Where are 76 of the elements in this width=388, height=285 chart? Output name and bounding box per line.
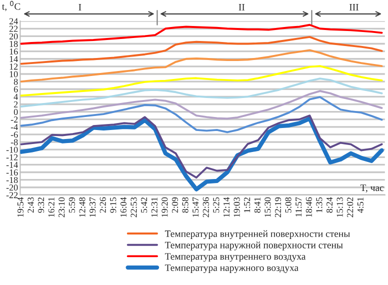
y-tick-label: -16 xyxy=(6,169,18,176)
x-tick-label: 16:04 xyxy=(120,197,127,217)
line-series xyxy=(20,116,384,192)
x-tick-label: 9:15 xyxy=(110,197,116,213)
x-tick-label: 23:10 xyxy=(58,197,65,218)
line-series xyxy=(20,24,383,45)
line-series xyxy=(20,49,383,83)
x-tick-label: 22:19 xyxy=(274,197,282,218)
y-tick-label: 16 xyxy=(10,48,18,55)
y-tick-label: 18 xyxy=(10,40,18,47)
y-tick-label: 2 xyxy=(14,101,18,108)
x-tick-label: 2:09 xyxy=(172,197,178,213)
y-tick-label: 4 xyxy=(14,94,18,100)
x-tick-label: 8:24 xyxy=(326,197,333,213)
x-tick-label: 11:57 xyxy=(296,197,302,216)
y-tick-label: -8 xyxy=(10,139,18,146)
x-tick-label: 19:37 xyxy=(90,197,96,217)
y-tick-label: 6 xyxy=(14,86,18,92)
x-tick-label: 12:14 xyxy=(223,197,230,217)
x-tick-label: 15:13 xyxy=(336,197,343,217)
x-tick-label: 22:53 xyxy=(130,197,137,218)
text: I xyxy=(78,4,82,10)
x-tick-label: 5:25 xyxy=(213,197,220,213)
x-tick-label: 15:30 xyxy=(264,197,271,217)
x-tick-label: 19:20 xyxy=(162,197,168,217)
x-tick-label: 4:51 xyxy=(357,198,364,213)
y-tick-label: 12 xyxy=(10,64,18,70)
x-tick-label: 19:03 xyxy=(234,197,240,217)
y-tick-label: -22 xyxy=(6,192,18,198)
y-axis-title: t, $^{0}$C xyxy=(2,0,20,12)
line-series xyxy=(20,90,383,120)
line-series xyxy=(20,114,383,179)
x-tick-label: 5:08 xyxy=(285,197,292,213)
x-axis-title: T, час xyxy=(360,184,384,192)
x-tick-label: 1:35 xyxy=(316,197,322,212)
legend-label: Температура наружной поверхности стены xyxy=(164,242,343,250)
x-tick-label: 8:41 xyxy=(254,198,260,213)
y-tick-label: -20 xyxy=(6,184,18,191)
x-tick-label: 22:02 xyxy=(347,198,354,218)
x-tick-label: 16:21 xyxy=(48,198,54,217)
x-tick-label: 19:54 xyxy=(17,197,24,217)
x-tick-label: 1:52 xyxy=(244,198,250,212)
line-series xyxy=(20,96,383,134)
y-tick-label: -12 xyxy=(6,154,18,160)
x-tick-label: 12:48 xyxy=(79,197,86,217)
x-tick-label: 15:47 xyxy=(192,197,199,217)
y-tick-label: 20 xyxy=(9,33,18,40)
legend-label: Температура внутреннего воздуха xyxy=(164,253,306,262)
x-tick-label: 5:42 xyxy=(141,198,148,213)
y-tick-label: -6 xyxy=(10,132,18,138)
y-tick-label: 24 xyxy=(9,18,18,24)
y-tick-label: 0 xyxy=(14,108,18,116)
y-tick-label: -4 xyxy=(10,124,18,130)
legend-label: Температура внутренней поверхности стены xyxy=(164,230,350,240)
line-series xyxy=(20,65,383,97)
x-tick-label: 5:59 xyxy=(68,197,76,213)
y-tick-label: 14 xyxy=(10,56,18,62)
y-tick-label: 10 xyxy=(10,71,18,78)
x-tick-label: 12:31 xyxy=(151,198,158,217)
x-tick-label: 18:46 xyxy=(306,197,312,217)
x-tick-label: 2:43 xyxy=(28,197,34,213)
text: II xyxy=(238,4,245,10)
line-series xyxy=(20,78,383,108)
line-series xyxy=(20,36,383,65)
x-tick-label: 9:32 xyxy=(38,198,44,213)
y-tick-label: 8 xyxy=(14,78,18,85)
y-tick-label: -18 xyxy=(6,176,18,184)
y-tick-label: 22 xyxy=(9,26,18,32)
x-tick-label: 22:36 xyxy=(202,197,209,218)
y-tick-label: -2 xyxy=(10,116,18,122)
text: III xyxy=(349,4,358,10)
legend-label: Температура наружного воздуха xyxy=(164,264,298,274)
x-tick-label: 2:26 xyxy=(100,197,106,213)
x-tick-label: 8:58 xyxy=(182,197,188,213)
y-tick-label: -10 xyxy=(6,146,18,153)
y-tick-label: -14 xyxy=(6,162,18,168)
